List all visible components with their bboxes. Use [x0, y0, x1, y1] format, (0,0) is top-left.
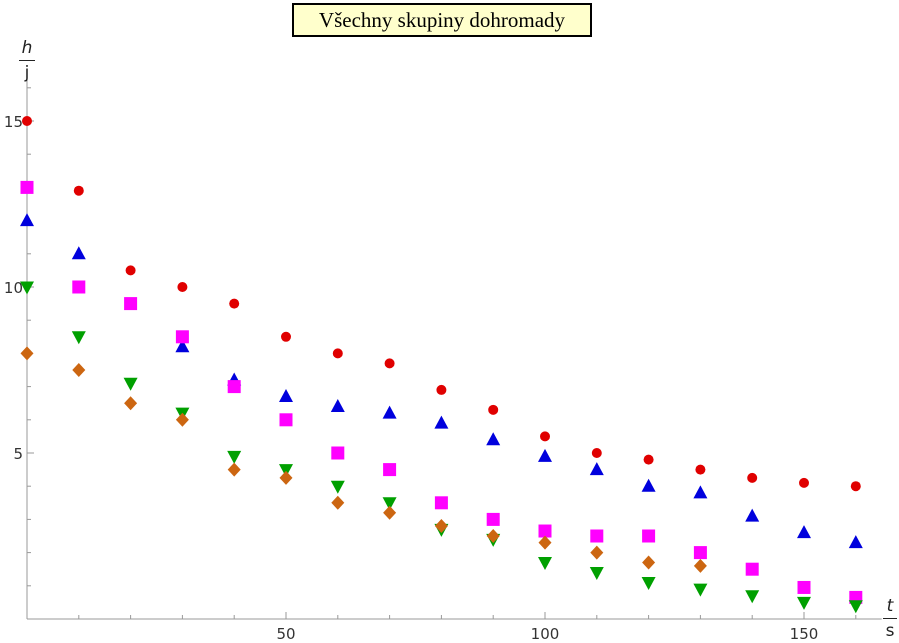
triangle-down-point — [20, 281, 34, 295]
x-axis-label-numerator: t — [886, 596, 894, 616]
square-point — [745, 562, 759, 576]
y-axis-label-fraction-bar — [19, 60, 35, 61]
circle-point — [591, 448, 602, 458]
x-axis-label: t s — [883, 598, 897, 640]
diamond-point — [175, 412, 189, 427]
circle-point — [799, 477, 809, 488]
circle-point — [695, 464, 706, 475]
square-point — [124, 297, 138, 311]
circle-point — [384, 358, 395, 369]
triangle-up-point — [848, 535, 863, 549]
triangle-up-point — [745, 508, 760, 522]
diamond-point — [72, 363, 86, 377]
triangle-up-point — [797, 525, 811, 539]
triangle-up-point — [330, 399, 345, 413]
triangle-up-point — [434, 415, 449, 429]
circle-point — [747, 472, 758, 483]
axes — [26, 77, 882, 620]
square-point — [642, 529, 656, 543]
circle-point — [332, 348, 343, 359]
circle-point — [22, 116, 32, 126]
triangle-down-point — [71, 331, 86, 345]
square-point — [20, 180, 34, 194]
diamond-point — [227, 462, 241, 477]
y-tick-label: 5 — [13, 445, 23, 463]
square-point — [175, 330, 189, 344]
triangle-down-point — [848, 600, 863, 614]
circle-point — [125, 265, 136, 276]
circle-point — [488, 404, 499, 415]
triangle-down-point — [382, 497, 397, 511]
triangle-up-point — [693, 485, 708, 499]
diamond-point — [538, 535, 552, 550]
square-point — [279, 413, 293, 427]
y-tick-label: 15 — [4, 113, 23, 131]
diamond-point — [693, 558, 707, 573]
x-tick-label: 100 — [531, 625, 560, 643]
square-point — [331, 446, 345, 460]
triangle-up-point — [71, 246, 86, 260]
diamond-point — [331, 495, 345, 510]
triangle-up-point — [175, 339, 190, 353]
diamond-point — [279, 470, 293, 485]
circle-point — [229, 298, 240, 309]
diamond-point — [383, 505, 397, 520]
triangle-down-point — [745, 590, 760, 604]
triangle-down-point — [641, 576, 656, 590]
triangle-down-point — [227, 450, 242, 464]
square-point — [486, 512, 500, 526]
square-point — [797, 580, 811, 594]
square-point — [538, 524, 552, 538]
triangle-up-point — [641, 478, 656, 492]
square-point — [383, 463, 397, 477]
triangle-down-point — [330, 480, 345, 494]
circle-point — [850, 481, 861, 492]
triangle-up-point — [486, 432, 501, 446]
x-axis-label-fraction-bar — [883, 618, 897, 619]
diamond-point — [124, 396, 138, 411]
triangle-down-point — [538, 557, 552, 571]
circle-point — [436, 384, 447, 395]
chart-title: Všechny skupiny dohromady — [292, 3, 592, 37]
circle-point — [643, 454, 654, 465]
diamond-point — [20, 346, 34, 361]
y-axis-label-denominator: j — [24, 63, 30, 83]
circle-point — [281, 331, 291, 342]
data-points — [20, 116, 863, 614]
triangle-down-point — [589, 567, 604, 581]
x-tick-label: 150 — [790, 625, 819, 643]
triangle-up-point — [382, 405, 397, 419]
diamond-point — [642, 555, 656, 570]
triangle-down-point — [797, 596, 811, 610]
diamond-point — [590, 545, 604, 560]
square-point — [72, 280, 86, 294]
triangle-down-point — [279, 464, 293, 478]
circle-point — [540, 431, 550, 442]
triangle-up-point — [279, 389, 293, 403]
y-tick-label: 10 — [4, 279, 23, 297]
triangle-up-point — [538, 448, 552, 462]
chart-title-text: Všechny skupiny dohromady — [318, 7, 566, 32]
square-point — [590, 529, 604, 543]
triangle-up-point — [589, 462, 604, 476]
triangle-down-point — [693, 583, 708, 597]
square-point — [693, 546, 707, 560]
diamond-point — [434, 519, 448, 534]
diamond-point — [486, 529, 500, 543]
y-axis-label: h j — [19, 40, 35, 82]
tick-labels: 50 100 150 5 10 15 — [4, 113, 818, 643]
y-axis-label-numerator: h — [21, 38, 33, 58]
triangle-up-point — [20, 213, 34, 227]
circle-point — [73, 185, 84, 196]
square-point — [227, 380, 241, 394]
x-tick-label: 50 — [276, 625, 295, 643]
x-axis-label-denominator: s — [885, 621, 895, 641]
triangle-down-point — [123, 377, 138, 391]
square-point — [434, 496, 448, 510]
circle-point — [177, 282, 188, 292]
